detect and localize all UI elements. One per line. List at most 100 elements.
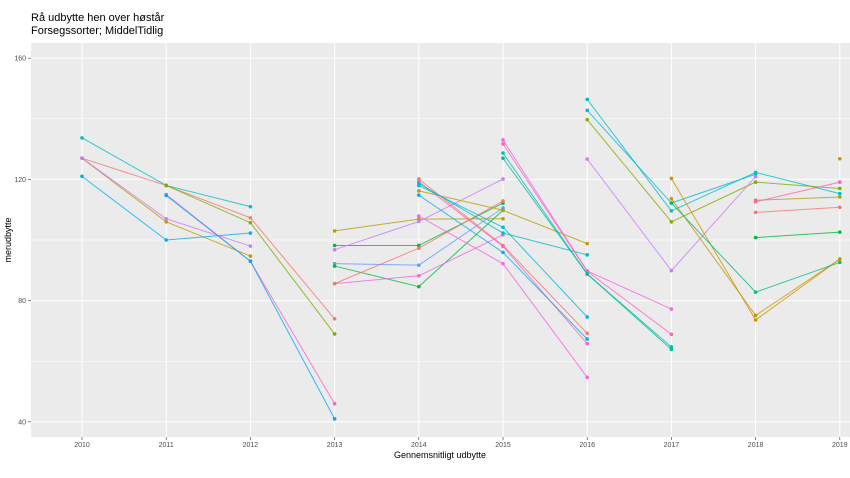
data-point bbox=[248, 254, 253, 258]
data-point bbox=[669, 220, 674, 224]
data-point bbox=[585, 331, 589, 336]
data-point bbox=[417, 243, 421, 248]
series-line-segment bbox=[586, 270, 672, 310]
x-tick-label: 2010 bbox=[74, 442, 90, 449]
series-line-segment bbox=[166, 232, 251, 241]
series-18 bbox=[417, 181, 589, 257]
y-axis-label: merudbytte bbox=[3, 217, 13, 262]
series-line-segment bbox=[502, 245, 588, 334]
series-line-segment bbox=[755, 258, 841, 321]
series-line-segment bbox=[586, 270, 672, 335]
data-point bbox=[332, 332, 337, 336]
data-point bbox=[248, 244, 253, 248]
series-line-segment bbox=[418, 234, 504, 277]
data-point bbox=[585, 337, 589, 341]
data-point bbox=[164, 193, 168, 198]
data-point bbox=[585, 375, 589, 380]
axes: 40 80 120 160 2010 2011 2012 2013 2014 2015 2016 20… bbox=[14, 56, 847, 449]
series-line-segment bbox=[81, 137, 167, 186]
series-line-segment bbox=[502, 157, 588, 275]
data-point bbox=[80, 156, 84, 160]
data-point bbox=[585, 253, 589, 257]
data-point bbox=[753, 180, 758, 184]
x-tick-label: 2015 bbox=[495, 442, 511, 449]
data-point bbox=[417, 183, 421, 188]
series-line-segment bbox=[502, 252, 588, 340]
series-line-segment bbox=[250, 222, 335, 335]
x-axis-label: Gennemsnitligt udbytte bbox=[394, 450, 486, 460]
series-line-segment bbox=[502, 232, 588, 256]
series-line-segment bbox=[334, 265, 419, 288]
data-point bbox=[332, 401, 337, 406]
data-point bbox=[753, 290, 758, 294]
series-line-segment bbox=[166, 218, 251, 247]
series-line-segment bbox=[249, 260, 336, 420]
gridlines bbox=[31, 43, 850, 437]
series-line-segment bbox=[755, 261, 840, 293]
data-point bbox=[753, 200, 758, 204]
series-line-segment bbox=[671, 202, 756, 293]
series-line-segment bbox=[755, 181, 840, 203]
y-tick-label: 160 bbox=[14, 56, 26, 63]
series-15 bbox=[417, 189, 589, 246]
series-line-segment bbox=[755, 206, 840, 213]
data-point bbox=[501, 244, 505, 249]
series-line-segment bbox=[250, 217, 335, 320]
data-point bbox=[501, 216, 505, 221]
data-point bbox=[585, 315, 589, 319]
series-34 bbox=[753, 180, 842, 204]
data-point bbox=[669, 176, 674, 181]
data-point bbox=[417, 189, 421, 193]
series-line-segment bbox=[418, 200, 504, 249]
series-line-segment bbox=[502, 152, 588, 275]
data-point bbox=[332, 264, 337, 268]
series-line-segment bbox=[165, 195, 251, 262]
series-line-segment bbox=[671, 181, 756, 223]
data-point bbox=[753, 235, 758, 240]
series-line-segment bbox=[81, 157, 167, 220]
series-line-segment bbox=[418, 182, 504, 234]
x-tick-label: 2018 bbox=[748, 442, 764, 449]
data-point bbox=[838, 156, 842, 161]
series-line-segment bbox=[418, 215, 504, 265]
series-line-segment bbox=[586, 99, 672, 212]
series-4 bbox=[80, 174, 253, 242]
data-point bbox=[417, 177, 421, 181]
data-point bbox=[164, 238, 168, 242]
series-35 bbox=[753, 205, 842, 215]
series-37 bbox=[838, 156, 842, 161]
data-point bbox=[248, 204, 253, 209]
data-point bbox=[332, 317, 337, 321]
y-tick-label: 40 bbox=[18, 419, 26, 426]
series-line-segment bbox=[165, 184, 251, 224]
series-23 bbox=[501, 142, 674, 337]
data-point bbox=[248, 216, 253, 220]
data-point bbox=[585, 108, 589, 113]
x-tick-label: 2016 bbox=[579, 442, 595, 449]
series-line-segment bbox=[586, 109, 672, 204]
data-point bbox=[669, 307, 674, 311]
series-28 bbox=[585, 117, 842, 224]
series-line-segment bbox=[81, 175, 167, 241]
data-point bbox=[417, 284, 421, 289]
data-point bbox=[501, 142, 505, 146]
series-line-segment bbox=[502, 226, 588, 318]
data-point bbox=[838, 195, 842, 199]
series-14 bbox=[332, 199, 505, 286]
chart-subtitle: Forsegssorter; MiddelTidlig bbox=[31, 25, 163, 37]
series-line-segment bbox=[334, 247, 419, 285]
data-point bbox=[753, 318, 758, 322]
series-5 bbox=[164, 183, 337, 336]
series-27 bbox=[585, 108, 758, 205]
data-point bbox=[80, 174, 84, 179]
data-point bbox=[164, 183, 168, 188]
series-line-segment bbox=[755, 258, 841, 316]
series-line-segment bbox=[671, 176, 756, 271]
data-point bbox=[669, 332, 674, 337]
data-point bbox=[332, 229, 337, 233]
series-line-segment bbox=[81, 157, 167, 186]
data-point bbox=[753, 174, 758, 179]
x-tick-label: 2013 bbox=[327, 442, 343, 449]
series-line-segment bbox=[755, 196, 840, 201]
data-point bbox=[501, 231, 505, 235]
